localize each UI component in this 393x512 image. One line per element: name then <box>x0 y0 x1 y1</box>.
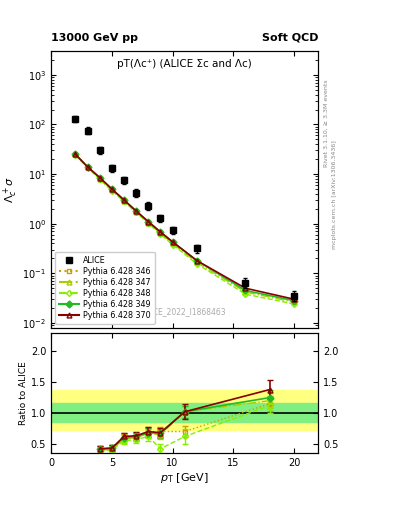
Legend: ALICE, Pythia 6.428 346, Pythia 6.428 347, Pythia 6.428 348, Pythia 6.428 349, P: ALICE, Pythia 6.428 346, Pythia 6.428 34… <box>55 251 155 324</box>
Text: mcplots.cern.ch [arXiv:1306.3436]: mcplots.cern.ch [arXiv:1306.3436] <box>332 140 337 249</box>
Text: Soft QCD: Soft QCD <box>262 33 318 43</box>
Bar <box>51 390 318 430</box>
Y-axis label: Ratio to ALICE: Ratio to ALICE <box>19 361 28 425</box>
Y-axis label: $\Lambda_c^+\sigma$: $\Lambda_c^+\sigma$ <box>1 176 20 203</box>
X-axis label: $\mathit{p}_\mathrm{T}$ [GeV]: $\mathit{p}_\mathrm{T}$ [GeV] <box>160 471 209 485</box>
Text: 13000 GeV pp: 13000 GeV pp <box>51 33 138 43</box>
Bar <box>51 403 318 422</box>
Text: pT(Λc⁺) (ALICE Σc and Λc): pT(Λc⁺) (ALICE Σc and Λc) <box>118 59 252 70</box>
Text: ALICE_2022_I1868463: ALICE_2022_I1868463 <box>142 308 227 316</box>
Text: Rivet 3.1.10, ≥ 3.3M events: Rivet 3.1.10, ≥ 3.3M events <box>324 79 329 167</box>
